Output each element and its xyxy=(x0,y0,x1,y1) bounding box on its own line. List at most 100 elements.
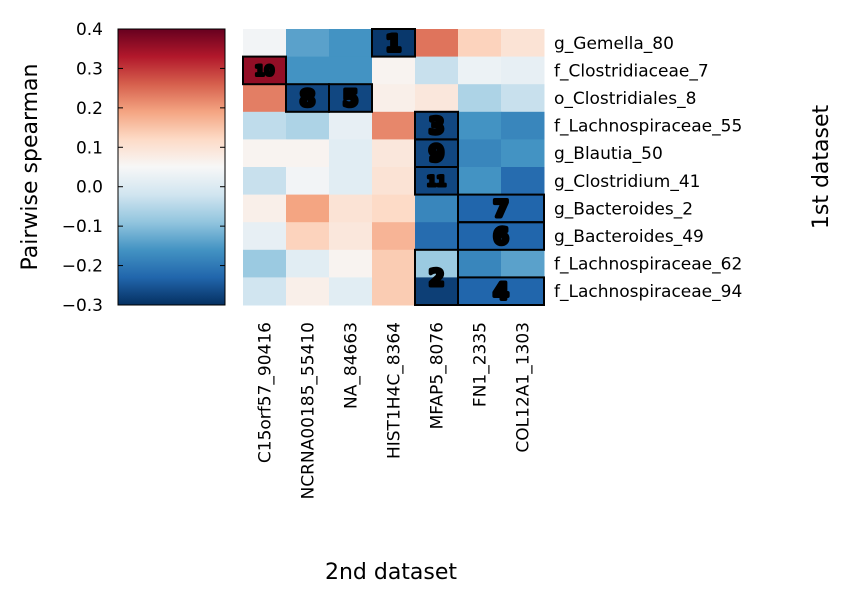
heatmap-cell xyxy=(372,29,416,58)
colorbar-tick-label: −0.1 xyxy=(62,217,103,237)
heatmap-cell xyxy=(286,249,330,278)
cluster-label: 10 xyxy=(255,63,275,79)
heatmap-cell xyxy=(243,167,287,196)
heatmap-cell xyxy=(243,249,287,278)
column-label: COL12A1_1303 xyxy=(514,322,534,453)
heatmap-cell xyxy=(501,277,545,306)
heatmap-cell xyxy=(329,56,373,85)
heatmap-cell xyxy=(501,56,545,85)
heatmap-cell xyxy=(286,277,330,306)
column-labels: C15orf57_90416 NCRNA00185_55410 NA_84663 HI… xyxy=(256,322,534,499)
heatmap-cell xyxy=(243,277,287,306)
heatmap-cell xyxy=(501,29,545,58)
heatmap-cell xyxy=(501,84,545,113)
row-label: f_Lachnospiraceae_55 xyxy=(554,117,742,137)
heatmap-cell xyxy=(286,139,330,168)
heatmap-cell xyxy=(415,56,459,85)
colorbar-tick-label: 0.0 xyxy=(76,178,103,198)
heatmap-cell xyxy=(372,194,416,223)
heatmap-cell xyxy=(458,111,502,140)
colorbar-label: Pairwise spearman xyxy=(18,64,43,271)
heatmap-cell xyxy=(243,56,287,85)
row-label: f_Clostridiaceae_7 xyxy=(554,61,709,81)
colorbar-tick-label: 0.4 xyxy=(76,20,103,40)
heatmap-cell xyxy=(372,167,416,196)
heatmap-cell xyxy=(501,194,545,223)
heatmap-cell xyxy=(329,277,373,306)
heatmap-cell xyxy=(415,84,459,113)
cluster-box xyxy=(328,83,373,113)
y-axis-title: 1st dataset xyxy=(809,105,834,230)
heatmap-cell xyxy=(415,222,459,251)
heatmap-cell xyxy=(458,222,502,251)
cluster-box xyxy=(414,166,459,196)
colorbar-gradient xyxy=(117,28,226,306)
heatmap-cell xyxy=(458,277,502,306)
heatmap-cell xyxy=(286,56,330,85)
heatmap-cell xyxy=(458,56,502,85)
column-label: MFAP5_8076 xyxy=(428,322,448,429)
heatmap-cell xyxy=(286,111,330,140)
row-labels: g_Gemella_80 f_Clostridiaceae_7 o_Clostrid… xyxy=(554,34,742,302)
row-label: g_Bacteroides_2 xyxy=(554,199,693,219)
heatmap-cell xyxy=(243,84,287,113)
heatmap-cell xyxy=(286,194,330,223)
heatmap-cell xyxy=(372,277,416,306)
heatmap-cell xyxy=(329,29,373,58)
heatmap-cell xyxy=(415,249,459,278)
heatmap-cell xyxy=(243,29,287,58)
cluster-label: 9 xyxy=(429,142,444,167)
heatmap-cell xyxy=(458,167,502,196)
cluster-label: 11 xyxy=(427,174,446,190)
heatmap-cell xyxy=(372,249,416,278)
cluster-box xyxy=(242,55,287,86)
heatmap-cell xyxy=(329,139,373,168)
heatmap-cell xyxy=(415,139,459,168)
heatmap-cell xyxy=(415,167,459,196)
heatmap-cell xyxy=(372,56,416,85)
cluster-box xyxy=(457,221,545,251)
cluster-label: 8 xyxy=(300,87,315,112)
heatmap-cell xyxy=(458,249,502,278)
heatmap-cell xyxy=(501,249,545,278)
heatmap-cell xyxy=(372,139,416,168)
colorbar-tick-label: 0.3 xyxy=(76,59,103,79)
heatmap-cell xyxy=(372,222,416,251)
column-label: FN1_2335 xyxy=(471,322,491,407)
column-label: HIST1H4C_8364 xyxy=(385,322,405,459)
heatmap-cell xyxy=(286,167,330,196)
colorbar: 0.4 0.3 0.2 0.1 0.0 −0.1 −0.2 −0.3 Pairwise spe… xyxy=(18,20,226,316)
heatmap-cell xyxy=(372,84,416,113)
heatmap-cell xyxy=(329,249,373,278)
row-label: f_Lachnospiraceae_94 xyxy=(554,282,742,302)
cluster-label: 2 xyxy=(429,266,444,291)
heatmap-cell xyxy=(458,29,502,58)
row-label: g_Clostridium_41 xyxy=(554,172,701,192)
heatmap-cell xyxy=(372,111,416,140)
column-label: NCRNA00185_55410 xyxy=(299,322,319,499)
heatmap-cell xyxy=(458,194,502,223)
cluster-label: 6 xyxy=(493,225,508,250)
heatmap-cell xyxy=(458,139,502,168)
row-label: g_Blautia_50 xyxy=(554,144,663,164)
heatmap-cell xyxy=(243,222,287,251)
heatmap-cells xyxy=(243,29,545,306)
heatmap-cell xyxy=(329,84,373,113)
x-axis-title: 2nd dataset xyxy=(325,560,457,585)
heatmap-cell xyxy=(286,84,330,113)
colorbar-tick-label: 0.2 xyxy=(76,99,103,119)
cluster-boxes: 1 10 8 5 39 11 7 6 2 4 xyxy=(242,28,545,307)
colorbar-ticks: 0.4 0.3 0.2 0.1 0.0 −0.1 −0.2 −0.3 xyxy=(62,20,225,316)
row-label: g_Bacteroides_49 xyxy=(554,227,704,247)
heatmap-cell xyxy=(415,277,459,306)
colorbar-tick-label: −0.3 xyxy=(62,296,103,316)
row-label: f_Lachnospiraceae_62 xyxy=(554,255,742,275)
cluster-label: 7 xyxy=(493,197,508,222)
cluster-label: 5 xyxy=(343,87,358,112)
heatmap-cell xyxy=(243,139,287,168)
heatmap-cell xyxy=(415,29,459,58)
heatmap-cell xyxy=(501,139,545,168)
row-label: o_Clostridiales_8 xyxy=(554,89,696,109)
heatmap-cell xyxy=(329,111,373,140)
